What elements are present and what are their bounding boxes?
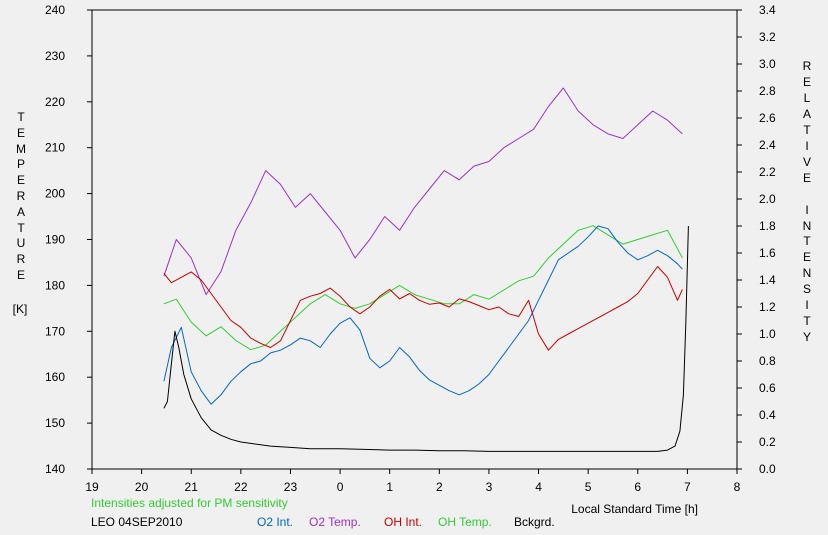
- y-left-title-letter: T: [17, 110, 25, 124]
- y-left-tick-label: 190: [45, 233, 65, 247]
- x-tick-label: 0: [337, 480, 344, 494]
- right-axis: 0.0 0.2 0.4 0.6 0.8 1.0 1.2 1.4 1.6 1.8 2.0 2.2 2.4 2…: [737, 3, 776, 476]
- legend-item: O2 Temp.: [309, 515, 361, 529]
- y-right-title-letter: R: [802, 59, 812, 73]
- y-left-title-letter: A: [16, 204, 25, 219]
- y-right-tick-label: 0.8: [759, 354, 776, 368]
- series-line-oh-temp: [163, 225, 683, 351]
- y-right-title-letter: L: [803, 90, 811, 105]
- y-left-tick-label: 220: [45, 95, 65, 109]
- x-tick-label: 3: [486, 480, 493, 494]
- y-right-title-letter: N: [802, 218, 812, 233]
- y-right-tick-label: 1.6: [759, 246, 776, 260]
- y-left-tick-label: 160: [45, 370, 65, 384]
- y-left-tick-label: 200: [45, 187, 65, 201]
- y-right-title-letter: A: [802, 106, 811, 121]
- y-left-tick-label: 150: [45, 416, 65, 430]
- y-right-tick-label: 2.6: [759, 111, 776, 125]
- y-axis-left-unit: [K]: [12, 302, 28, 316]
- y-left-tick-label: 230: [45, 49, 65, 63]
- x-tick-label: 23: [284, 480, 298, 494]
- y-right-title-letter: T: [803, 314, 811, 329]
- legend-item: Bckgrd.: [514, 515, 555, 529]
- x-tick-label: 21: [185, 480, 199, 494]
- y-right-title-letter: I: [805, 298, 809, 313]
- y-left-tick-label: 210: [45, 141, 65, 155]
- y-right-tick-label: 3.2: [759, 30, 776, 44]
- x-tick-label: 7: [684, 480, 691, 494]
- y-right-tick-label: 2.0: [759, 192, 776, 206]
- y-left-tick-label: 180: [45, 278, 65, 292]
- series-line-o2-temp: [163, 87, 683, 296]
- left-axis: 140 150 160 170 180 190 200 210 220 230 240: [45, 3, 92, 476]
- y-right-tick-label: 1.4: [759, 273, 776, 287]
- y-left-title-letter: T: [17, 220, 25, 235]
- x-tick-label: 22: [234, 480, 248, 494]
- y-right-tick-label: 1.8: [759, 219, 776, 233]
- x-tick-label: 4: [535, 480, 542, 494]
- y-right-title-letter: V: [802, 154, 811, 169]
- x-axis: 19 20 21 22 23 0 1 2 3 4 5 6 7 8: [85, 469, 741, 494]
- legend-item: O2 Int.: [257, 515, 293, 529]
- y-right-title-letter: E: [802, 74, 811, 89]
- y-left-title-letter: P: [16, 157, 25, 172]
- x-tick-label: 5: [585, 480, 592, 494]
- legend: O2 Int. O2 Temp. OH Int. OH Temp. Bckgrd.: [257, 515, 555, 529]
- y-right-tick-label: 1.2: [759, 300, 776, 314]
- plot-frame: [91, 9, 738, 470]
- y-right-title-letter: E: [802, 250, 811, 265]
- y-right-title-letter: N: [802, 266, 812, 281]
- x-tick-label: 8: [734, 480, 741, 494]
- x-tick-label: 1: [386, 480, 393, 494]
- legend-item: OH Int.: [384, 515, 422, 529]
- y-left-title-letter: R: [16, 252, 26, 267]
- y-right-tick-label: 2.8: [759, 84, 776, 98]
- y-left-tick-label: 140: [45, 462, 65, 476]
- y-left-title-letter: R: [16, 188, 26, 203]
- y-right-title-letter: E: [802, 170, 811, 185]
- y-right-title-letter: Y: [802, 330, 811, 345]
- pm-note: Intensities adjusted for PM sensitivity: [91, 496, 288, 510]
- x-tick-label: 2: [436, 480, 443, 494]
- x-tick-label: 6: [634, 480, 641, 494]
- y-right-title-letter: [800, 187, 814, 203]
- y-left-title-letter: M: [16, 141, 26, 156]
- y-right-tick-label: 2.2: [759, 165, 776, 179]
- y-left-title-letter: E: [16, 267, 25, 282]
- y-right-title-letter: I: [805, 138, 809, 153]
- y-left-tick-label: 170: [45, 324, 65, 338]
- y-right-tick-label: 3.4: [759, 3, 776, 17]
- y-right-tick-label: 3.0: [759, 57, 776, 71]
- y-right-tick-label: 0.6: [759, 381, 776, 395]
- y-right-tick-label: 0.4: [759, 408, 776, 422]
- y-right-title-letter: I: [805, 202, 809, 217]
- y-left-tick-label: 240: [45, 3, 65, 17]
- x-tick-label: 19: [85, 480, 99, 494]
- series-line-bckgrd: [163, 225, 689, 452]
- legend-item: OH Temp.: [438, 515, 492, 529]
- series-line-oh-int: [163, 266, 683, 351]
- y-right-title-letter: T: [803, 234, 811, 249]
- y-right-title-letter: T: [803, 122, 811, 137]
- y-left-title-letter: E: [16, 173, 25, 188]
- series-layer: [163, 87, 689, 452]
- y-right-tick-label: 1.0: [759, 327, 776, 341]
- y-right-tick-label: 2.4: [759, 138, 776, 152]
- x-axis-title: Local Standard Time [h]: [571, 502, 698, 516]
- series-line-o2-int: [163, 225, 683, 405]
- y-right-title-letter: S: [802, 282, 811, 297]
- site-date: LEO 04SEP2010: [91, 515, 183, 529]
- y-left-title-letter: U: [16, 236, 26, 251]
- y-right-tick-label: 0.2: [759, 435, 776, 449]
- y-right-tick-label: 0.0: [759, 462, 776, 476]
- x-tick-label: 20: [135, 480, 149, 494]
- y-left-title-letter: E: [16, 125, 25, 140]
